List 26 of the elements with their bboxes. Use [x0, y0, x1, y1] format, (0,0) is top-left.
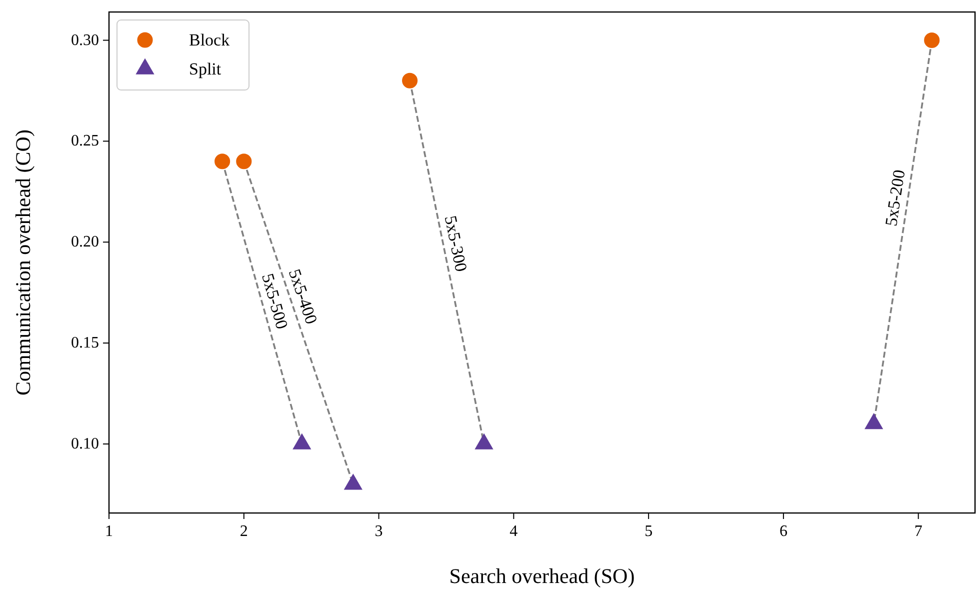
x-axis-title: Search overhead (SO) — [449, 564, 635, 588]
x-tick-label: 7 — [914, 523, 922, 540]
annotation: 5x5-300 — [440, 214, 471, 274]
y-tick-label: 0.30 — [71, 32, 99, 49]
point — [864, 413, 884, 430]
point — [474, 433, 494, 450]
y-tick-label: 0.10 — [71, 435, 99, 452]
point — [402, 72, 418, 88]
x-tick-label: 2 — [240, 523, 248, 540]
y-tick-label: 0.25 — [71, 132, 99, 150]
x-tick-label: 5 — [644, 523, 653, 540]
annotation: 5x5-200 — [882, 168, 909, 228]
point — [236, 154, 252, 170]
x-tick-label: 4 — [510, 523, 518, 540]
x-tick-label: 1 — [105, 523, 113, 540]
y-axis-title: Communication overhead (CO) — [11, 130, 35, 396]
x-tick-label: 6 — [779, 523, 788, 540]
y-tick-label: 0.15 — [71, 334, 99, 352]
point — [214, 154, 230, 170]
point — [924, 32, 940, 48]
point — [292, 433, 312, 450]
legend-label: Split — [189, 60, 222, 78]
x-tick-label: 3 — [374, 523, 383, 540]
point — [344, 474, 362, 490]
legend-label: Block — [189, 30, 230, 50]
y-tick-label: 0.20 — [71, 234, 99, 251]
